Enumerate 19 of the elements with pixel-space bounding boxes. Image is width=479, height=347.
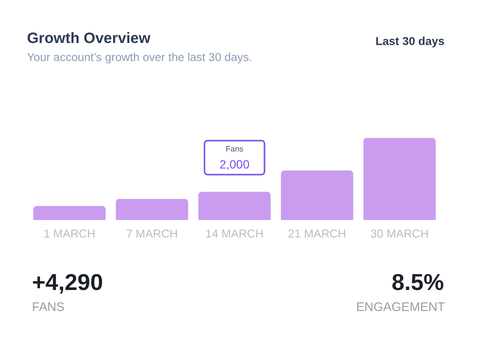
x-tick-label: 1 MARCH [44,228,96,240]
text: ENGAGEMENT [356,300,446,314]
bar [280,170,354,220]
x-tick-label: 30 MARCH [370,228,429,240]
text: Last 30 days [375,36,445,48]
x-tick-label: 14 MARCH [205,228,264,240]
annotation: Fans [226,144,244,154]
bar [116,198,188,220]
chart-title: Growth Overview [27,30,151,47]
data-label: 2,000 [219,158,250,172]
bar [363,138,436,220]
bar [33,206,106,220]
x-tick-label: 21 MARCH [288,228,346,240]
chart-subtitle: Your account’s growth over the last 30 days. [27,52,252,64]
x-tick-label: 7 MARCH [126,228,178,240]
text: +4,290 [32,269,103,295]
text: FANS [32,300,65,314]
bar [198,192,271,220]
text: 8.5% [392,269,444,295]
